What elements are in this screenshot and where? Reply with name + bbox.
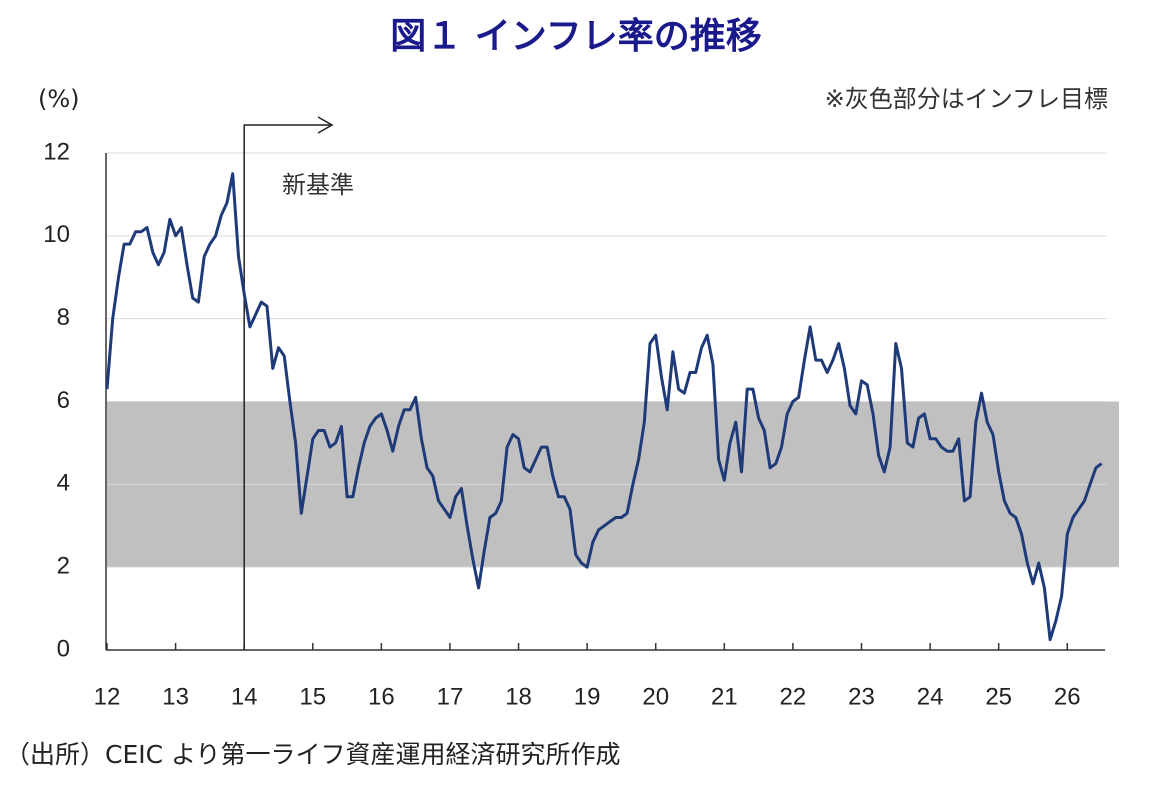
x-tick-label: 26 [1054, 683, 1081, 710]
marker-arrow [243, 116, 334, 650]
x-tick-label: 22 [780, 683, 807, 710]
x-tick-label: 15 [299, 683, 326, 710]
y-tick-label: 0 [57, 635, 70, 662]
x-tick-label: 23 [848, 683, 875, 710]
x-tick-label: 24 [917, 683, 944, 710]
x-tick-label: 21 [711, 683, 738, 710]
x-tick-label: 18 [505, 683, 532, 710]
x-tick-label: 20 [642, 683, 669, 710]
marker-label: 新基準 [282, 171, 354, 199]
x-tick-label: 13 [162, 683, 189, 710]
x-tick-label: 25 [985, 683, 1012, 710]
y-tick-label: 8 [57, 304, 70, 331]
source-note: （出所）CEIC より第一ライフ資産運用経済研究所作成 [5, 740, 621, 769]
x-tick-label: 16 [368, 683, 395, 710]
y-tick-label: 10 [43, 221, 70, 248]
y-tick-label: 4 [57, 470, 70, 497]
chart-title: 図１ インフレ率の推移 [390, 16, 761, 57]
y-tick-label: 2 [57, 553, 70, 580]
line-series [105, 172, 1103, 642]
band-note: ※灰色部分はインフレ目標 [825, 85, 1108, 113]
y-unit-label: (%) [38, 85, 80, 113]
x-tick-label: 17 [437, 683, 464, 710]
x-tick-label: 19 [574, 683, 601, 710]
x-tick-label: 12 [94, 683, 121, 710]
y-tick-label: 6 [57, 387, 70, 414]
x-tick-label: 14 [231, 683, 258, 710]
y-tick-label: 12 [43, 138, 70, 165]
